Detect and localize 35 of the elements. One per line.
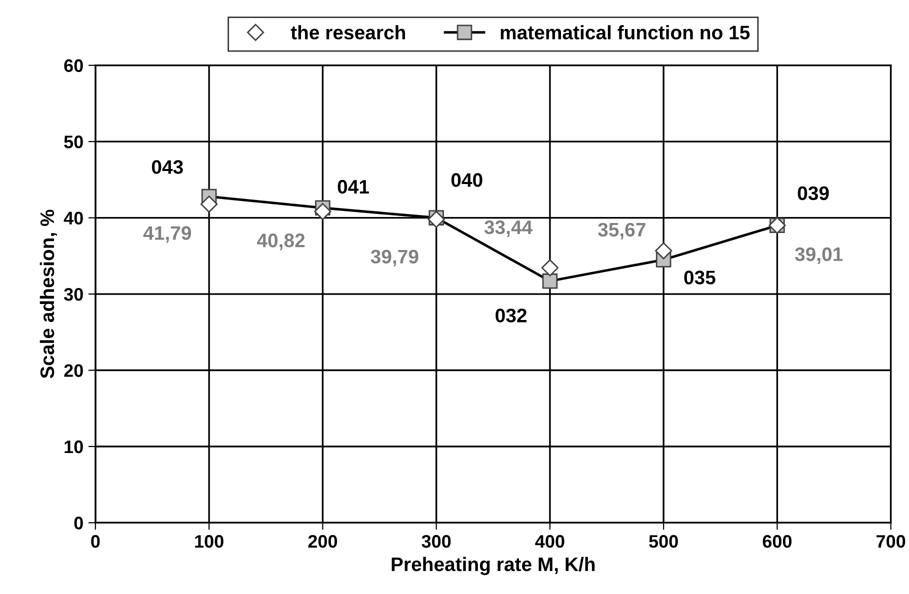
x-tick-label: 700 (876, 535, 906, 548)
data-label: 33,44 (484, 220, 533, 237)
data-label: 035 (684, 270, 716, 284)
data-label: 043 (152, 160, 183, 174)
data-label: 39,01 (794, 247, 843, 264)
data-label: 041 (338, 180, 369, 194)
y-axis-title: Scale adhesion, % (40, 210, 57, 378)
y-tick-label: 50 (64, 136, 83, 148)
x-tick-label: 300 (422, 535, 451, 548)
y-tick-label: 30 (64, 288, 83, 301)
point (200, 196, 218, 213)
data-label: 40,82 (256, 234, 305, 250)
y-tick-label: 10 (64, 440, 83, 454)
x-tick-label: 100 (195, 535, 224, 548)
data-label: 032 (496, 308, 526, 322)
y-tick-label: 0 (74, 516, 83, 530)
y-tick-label: 20 (64, 364, 83, 377)
x-tick-label: 600 (762, 535, 792, 548)
data-label: 039 (798, 186, 829, 200)
data-label: 39,79 (370, 250, 418, 266)
x-tick-label: 0 (91, 535, 100, 548)
data-label: 41,79 (143, 226, 192, 243)
x-tick-label: 400 (535, 535, 564, 548)
x-tick-label: 500 (649, 535, 678, 548)
x-axis-title: Preheating rate M, K/h (392, 556, 595, 576)
y-tick-label: 40 (64, 212, 83, 225)
x-tick-label: 200 (308, 535, 338, 548)
legend-label: matematical function no 15 (500, 25, 750, 40)
data-label: 35,67 (598, 222, 646, 240)
y-tick-label: 60 (64, 59, 83, 72)
point (314, 202, 332, 220)
point (655, 242, 672, 260)
legend-label: the research (290, 25, 405, 40)
point (541, 259, 558, 276)
data-label: 040 (451, 173, 482, 187)
